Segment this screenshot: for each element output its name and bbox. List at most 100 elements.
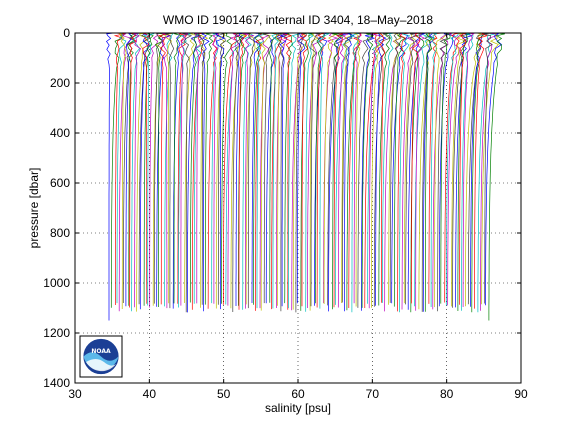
- y-tick-label: 400: [50, 126, 70, 140]
- profile-line: [133, 32, 143, 308]
- profile-line: [327, 32, 344, 306]
- profile-line: [353, 32, 361, 307]
- profile-line: [357, 32, 373, 308]
- profile-line: [283, 32, 293, 310]
- profile-line: [157, 32, 169, 305]
- profile-line: [292, 32, 307, 310]
- profile-line: [131, 32, 140, 312]
- profile-line: [295, 32, 307, 313]
- profile-line: [445, 32, 462, 306]
- x-tick-label: 90: [514, 387, 528, 401]
- profile-line: [125, 32, 135, 307]
- profile-line: [310, 32, 321, 307]
- profile-line: [246, 32, 256, 309]
- profile-line: [243, 32, 255, 309]
- profile-line: [178, 32, 192, 308]
- y-tick-label: 1000: [43, 276, 70, 290]
- y-axis-label: pressure [dbar]: [27, 168, 41, 249]
- profile-line: [194, 32, 203, 304]
- x-axis-label: salinity [psu]: [265, 401, 331, 415]
- profile-line: [296, 32, 306, 304]
- profile-line: [341, 32, 353, 303]
- profile-line: [459, 32, 468, 305]
- profile-line: [199, 32, 210, 308]
- profile-line: [160, 32, 172, 309]
- profile-line: [242, 32, 255, 310]
- profile-line: [288, 32, 301, 309]
- x-tick-label: 50: [217, 387, 231, 401]
- profile-line: [300, 32, 309, 307]
- profile-line: [348, 32, 362, 308]
- profile-line: [122, 32, 138, 303]
- x-tick-label: 40: [143, 387, 157, 401]
- profile-line: [444, 32, 462, 303]
- profile-line: [232, 32, 244, 312]
- profile-line: [465, 32, 482, 307]
- profile-line: [440, 32, 451, 304]
- x-tick-label: 60: [291, 387, 305, 401]
- profile-line: [341, 32, 353, 304]
- profile-line: [451, 32, 467, 307]
- profile-line: [128, 32, 138, 308]
- profile-line: [256, 32, 267, 309]
- profile-line: [164, 32, 175, 304]
- profile-line: [346, 32, 361, 311]
- profile-line: [245, 32, 256, 305]
- noaa-logo-text: NOAA: [91, 348, 111, 355]
- y-tick-label: 800: [50, 226, 70, 240]
- y-tick-label: 1200: [43, 326, 70, 340]
- profile-line: [485, 32, 503, 306]
- profile-line: [265, 32, 282, 304]
- profile-line: [153, 32, 164, 304]
- y-tick-label: 200: [50, 76, 70, 90]
- profile-line: [480, 32, 498, 311]
- profile-line: [470, 32, 488, 307]
- profile-line: [279, 32, 288, 307]
- y-tick-label: 0: [63, 26, 70, 40]
- profile-line: [309, 32, 319, 311]
- profile-line: [389, 32, 401, 303]
- profile-line: [143, 32, 154, 306]
- profile-line: [268, 32, 278, 303]
- profile-line: [467, 32, 485, 305]
- profile-line: [143, 32, 155, 306]
- profile-line: [276, 32, 288, 312]
- chart-title: WMO ID 1901467, internal ID 3404, 18–May…: [163, 13, 433, 27]
- profile-line: [457, 32, 470, 311]
- profile-line: [461, 32, 474, 311]
- profile-line: [255, 32, 265, 311]
- profile-line: [333, 32, 344, 308]
- profile-line: [393, 32, 406, 307]
- profile-line: [182, 32, 193, 313]
- profile-line: [317, 32, 330, 309]
- profile-line: [118, 32, 132, 312]
- profile-line: [177, 32, 188, 304]
- x-tick-label: 80: [440, 387, 454, 401]
- profile-line: [271, 32, 283, 310]
- profile-line: [422, 33, 435, 312]
- noaa-logo: NOAA: [79, 335, 123, 378]
- profile-line: [481, 32, 499, 305]
- profile-line: [216, 32, 226, 305]
- profile-line: [437, 32, 449, 312]
- y-tick-label: 1400: [43, 376, 70, 390]
- profile-line: [201, 32, 210, 312]
- profile-line: [428, 32, 443, 304]
- profile-line: [207, 32, 219, 309]
- profile-line: [375, 32, 387, 306]
- profiles: [106, 32, 505, 321]
- profile-line: [193, 32, 204, 304]
- profile-line: [284, 32, 294, 304]
- profile-line: [126, 32, 136, 306]
- profile-line: [401, 32, 417, 310]
- profile-line: [371, 32, 384, 308]
- profile-line: [204, 32, 214, 305]
- profile-line: [260, 32, 272, 311]
- profile-line: [471, 32, 487, 313]
- profile-line: [414, 32, 432, 307]
- profile-line: [165, 32, 175, 309]
- profile-line: [173, 32, 183, 304]
- profile-line: [142, 32, 151, 304]
- profile-line: [368, 32, 381, 309]
